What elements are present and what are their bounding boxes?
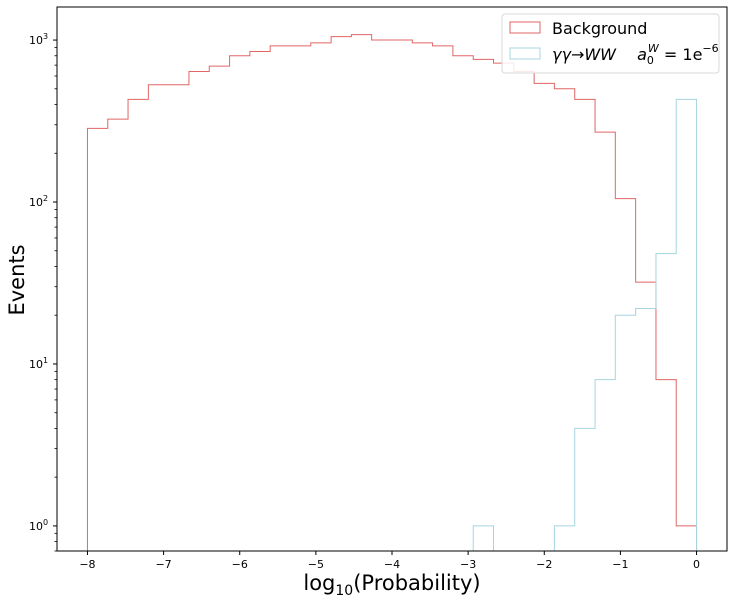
- series-1-outline-0: [472, 525, 494, 551]
- series-0: [86, 34, 698, 551]
- x-tick-label-2: −6: [232, 558, 248, 571]
- y-tick-label-2: 102: [29, 194, 48, 209]
- series-layer: [86, 34, 698, 551]
- legend-signal-process: γγ→WW: [552, 45, 617, 64]
- x-tick-label-7: −1: [612, 558, 628, 571]
- x-axis-ticks: −8 −7 −6 −5 −4 −3 −2 −1 0: [79, 551, 700, 571]
- x-axis-title-main: log: [303, 571, 335, 595]
- x-axis-title: log10(Probability): [303, 571, 480, 599]
- y-tick-label-0: 100: [29, 518, 48, 533]
- x-tick-label-1: −7: [155, 558, 171, 571]
- y-tick-label-3: 103: [29, 32, 48, 47]
- legend-label-background: Background: [552, 19, 647, 38]
- legend-signal-param-sub: 0: [647, 54, 654, 67]
- x-tick-label-6: −2: [536, 558, 552, 571]
- legend-signal-param-sup: W: [648, 42, 660, 55]
- legend-label-signal: γγ→WW a0W = 1e−6: [552, 42, 719, 67]
- x-axis-title-rest: (Probability): [353, 571, 480, 595]
- plot-background: [57, 7, 727, 551]
- series-1-outline-1: [553, 98, 698, 551]
- legend-swatch-background: [509, 21, 541, 34]
- x-tick-label-0: −8: [79, 558, 95, 571]
- x-tick-label-5: −3: [460, 558, 476, 571]
- plot-frame: [56, 6, 728, 552]
- legend-box: [501, 13, 720, 74]
- x-tick-label-3: −5: [308, 558, 324, 571]
- y-tick-label-1: 101: [29, 356, 48, 371]
- x-axis-title-subscript: 10: [335, 583, 353, 599]
- legend-swatch-signal: [509, 47, 541, 60]
- x-tick-label-8: 0: [693, 558, 700, 571]
- series-1: [472, 98, 698, 551]
- y-axis-ticks: 100 101 102 103: [29, 32, 57, 552]
- legend: Background γγ→WW a0W = 1e−6: [501, 13, 720, 74]
- legend-signal-value-sup: −6: [702, 42, 718, 55]
- x-tick-label-4: −4: [384, 558, 400, 571]
- series-0-outline-0: [86, 34, 698, 551]
- y-axis-title: Events: [5, 244, 29, 315]
- legend-signal-value: = 1e: [659, 45, 703, 64]
- legend-signal-param: a: [637, 45, 647, 64]
